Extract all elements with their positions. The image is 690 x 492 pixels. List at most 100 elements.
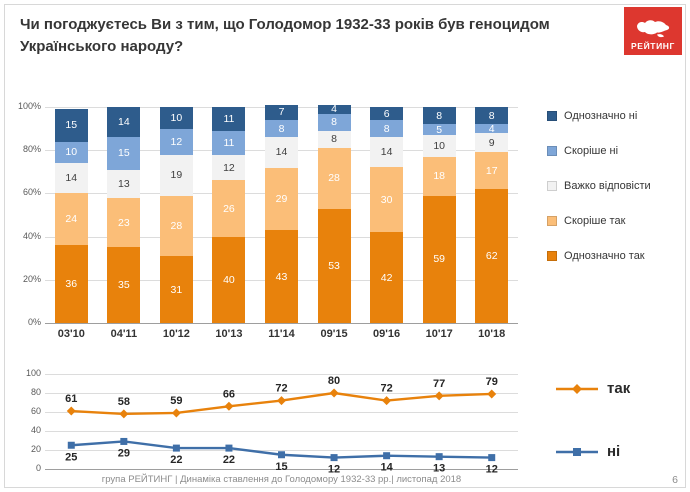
legend-item: Скоріше так [547, 215, 651, 227]
square-marker [278, 451, 285, 459]
y-axis-label: 60 [30, 406, 41, 416]
y-axis-label: 80 [30, 387, 41, 397]
bar-column: 42 30 14 8 6 [370, 107, 404, 323]
data-label: 58 [118, 396, 130, 408]
bar-segment: 29 [265, 167, 298, 231]
diamond-marker [487, 389, 497, 399]
legend-label: Однозначно ні [564, 110, 638, 122]
bar-segment: 31 [159, 256, 193, 323]
x-axis-label: 09'16 [373, 328, 401, 340]
bar-segment: 53 [317, 208, 351, 323]
diamond-marker [277, 396, 286, 406]
bar-segment: 24 [54, 193, 88, 246]
legend-swatch [547, 181, 557, 191]
legend-diamond-icon [556, 383, 598, 394]
bar-segment: 8 [317, 113, 351, 131]
data-label: 77 [433, 378, 445, 390]
bar-segment: 8 [422, 107, 456, 125]
bar-column: 43 29 14 8 7 [265, 104, 298, 323]
x-axis-label: 03'10 [57, 328, 85, 340]
diamond-marker [66, 406, 76, 416]
legend-item: Однозначно так [547, 250, 651, 262]
legend-label: Скоріше так [564, 215, 626, 227]
bar-segment: 36 [54, 245, 88, 323]
x-axis-label: 09'15 [320, 328, 348, 340]
gridline [45, 323, 518, 324]
x-axis-label: 10'18 [478, 328, 506, 340]
square-marker [383, 452, 391, 460]
gridline [45, 412, 518, 413]
bar-segment: 26 [212, 180, 246, 237]
y-axis-label: 40 [30, 425, 41, 435]
bar-column: 31 28 19 12 10 [159, 107, 193, 323]
bar-segment: 62 [475, 189, 509, 323]
rating-logo: РЕЙТИНГ [624, 7, 682, 55]
square-marker [172, 444, 180, 452]
bar-segment: 42 [370, 232, 404, 323]
bar-column: 40 26 12 11 11 [212, 107, 246, 323]
diamond-marker [224, 401, 234, 411]
bar-segment: 28 [159, 195, 193, 257]
legend-swatch [547, 111, 557, 121]
legend-swatch [547, 251, 557, 261]
bar-segment: 17 [475, 152, 509, 190]
bar-segment: 28 [317, 148, 351, 209]
data-label: 79 [486, 376, 498, 388]
legend-label: ні [607, 443, 621, 460]
data-label: 25 [65, 451, 77, 463]
bar-segment: 8 [317, 130, 351, 149]
bar-segment: 7 [265, 104, 298, 120]
bar-segment: 13 [107, 169, 141, 198]
gridline [45, 450, 518, 451]
bar-segment: 15 [54, 109, 88, 142]
bar-segment: 23 [107, 197, 141, 248]
bar-segment: 43 [265, 230, 298, 323]
bar-segment: 12 [159, 128, 193, 155]
bar-segment: 15 [107, 137, 141, 170]
bar-segment: 10 [159, 107, 193, 129]
data-label: 80 [328, 375, 340, 387]
data-label: 14 [380, 462, 393, 474]
data-label: 15 [275, 461, 287, 473]
data-label: 72 [380, 383, 392, 395]
data-label: 72 [275, 383, 287, 395]
line-legend: так ні [556, 380, 630, 460]
data-label: 29 [118, 447, 130, 459]
bar-column: 35 23 13 15 14 [107, 107, 141, 323]
bar-column: 62 17 9 4 8 [475, 107, 509, 323]
bar-segment: 8 [370, 119, 404, 138]
bar-segment: 30 [370, 167, 404, 233]
y-axis-label: 100% [17, 101, 41, 111]
ukraine-map-icon [637, 20, 670, 38]
diamond-marker [119, 409, 129, 419]
diamond-marker [434, 391, 444, 401]
legend-item: так [556, 380, 630, 397]
diamond-marker [329, 388, 339, 398]
page-number: 6 [672, 474, 678, 486]
data-label: 12 [486, 464, 498, 476]
square-marker [120, 437, 128, 445]
diamond-marker [171, 408, 181, 418]
bar-segment: 14 [370, 137, 404, 168]
legend-label: так [607, 380, 631, 397]
data-label: 22 [223, 454, 235, 466]
y-axis-label: 20% [22, 273, 41, 284]
diamond-marker [382, 396, 392, 406]
bar-segment: 8 [265, 120, 298, 138]
x-axis-label: 04'11 [110, 328, 138, 340]
y-axis-label: 20 [30, 444, 41, 454]
gridline [45, 374, 518, 375]
legend-square-icon [556, 447, 598, 456]
y-axis-label: 60% [22, 187, 41, 198]
legend-item: Важко відповісти [547, 180, 651, 192]
square-marker [225, 444, 233, 452]
square-marker [67, 441, 75, 449]
bar-segment: 4 [317, 103, 351, 115]
rating-logo-text: РЕЙТИНГ [631, 41, 675, 51]
square-marker [488, 454, 496, 462]
bar-legend: Однозначно ні Скоріше ні Важко відповісти С… [547, 110, 651, 262]
bar-plot: 100% 80% 60% 40% 20% 0% 36 24 14 10 15 03'10 35 23 13 1… [18, 101, 518, 340]
data-label: 59 [170, 395, 182, 407]
legend-swatch [547, 146, 557, 156]
